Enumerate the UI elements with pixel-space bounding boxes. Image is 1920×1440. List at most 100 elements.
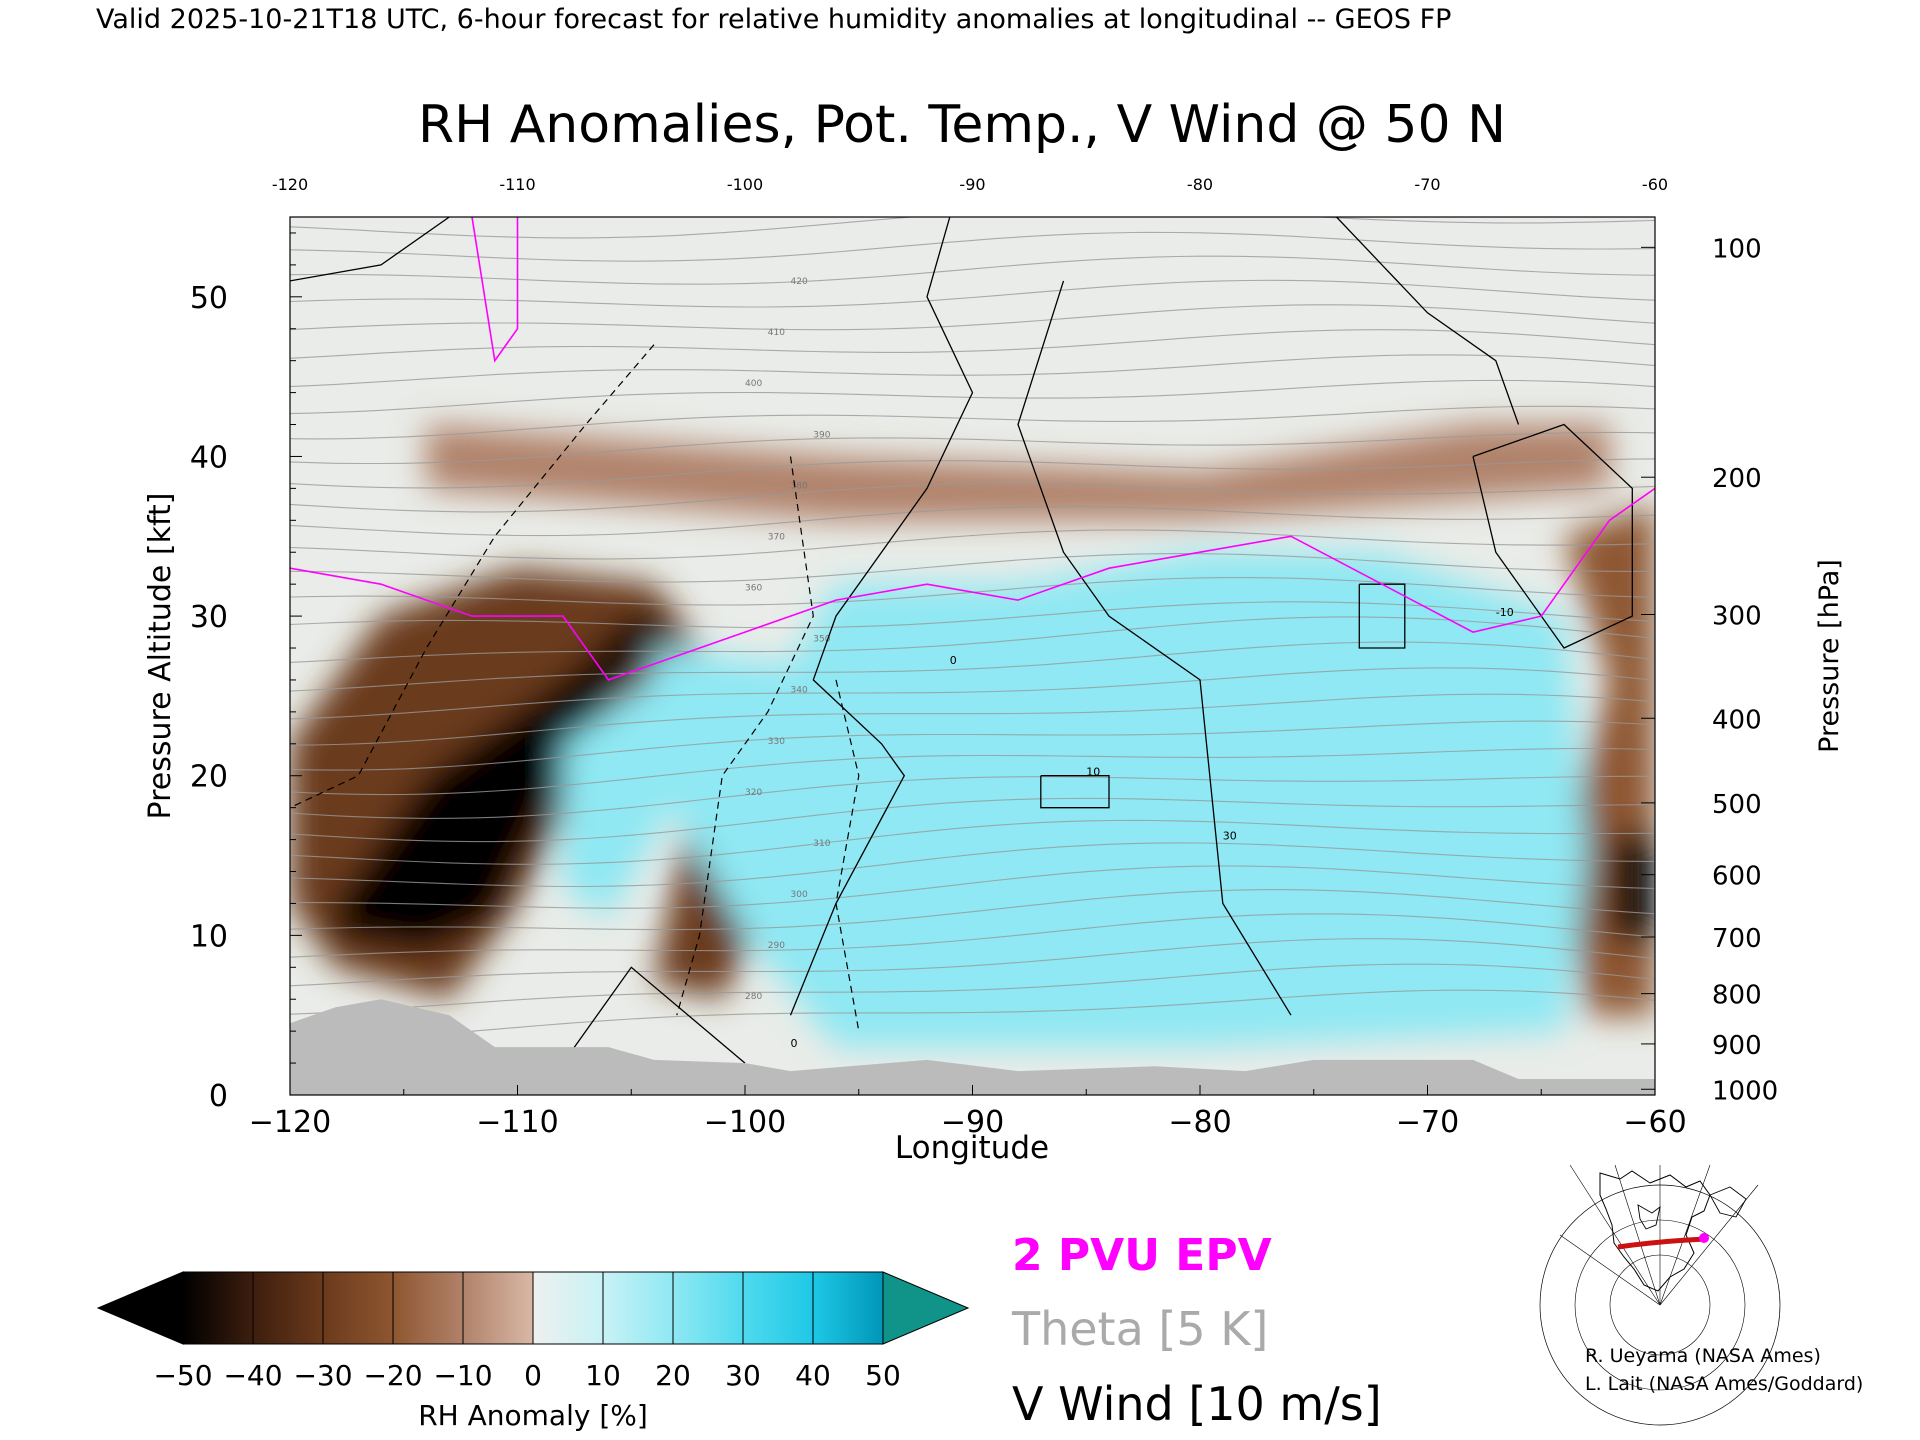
wind-label: 0 [791,1037,798,1050]
rh-anomaly-field [290,424,1655,1048]
pressure-tick-label: 200 [1712,464,1762,494]
theta-label: 280 [745,992,762,1002]
rh-region-12 [654,552,1587,1048]
x-top-tick-label: -70 [1414,175,1440,194]
x-top-tick-label: -100 [727,175,763,194]
theta-line [290,529,1655,560]
colorbar-segment [392,1271,464,1345]
wind-label: 30 [1223,830,1237,843]
legend-theta: Theta [5 K] [1011,1302,1268,1356]
credit-line-2: L. Lait (NASA Ames/Goddard) [1585,1373,1863,1395]
theta-line [290,720,1655,771]
x-tick-label: −110 [476,1105,558,1140]
theta-label: 400 [745,379,762,389]
x-tick-label: −70 [1396,1105,1459,1140]
x-top-tick-label: -80 [1187,175,1213,194]
wind-label: 10 [1086,766,1100,779]
header-text: Valid 2025-10-21T18 UTC, 6-hour forecast… [96,4,1451,35]
colorbar-tick-label: 20 [655,1359,691,1392]
theta-line [290,458,1655,489]
colorbar-tick-label: 10 [585,1359,621,1392]
legend-wind: V Wind [10 m/s] [1012,1377,1382,1431]
theta-line [290,667,1655,720]
colorbar-segment [602,1271,674,1345]
theta-line [290,963,1655,1015]
theta-line [290,842,1655,888]
wind-contour-negative [290,344,655,809]
y-tick-label: 20 [190,760,228,795]
rh-region-13 [563,679,723,920]
x-top-tick-label: -60 [1642,175,1668,194]
epv-contour [290,217,1655,681]
epv-line [290,487,1655,681]
colorbar-under-triangle [96,1271,184,1345]
credit-line-1: R. Ueyama (NASA Ames) [1585,1345,1821,1367]
wind-contour [1040,775,1110,809]
colorbar-label: RH Anomaly [%] [418,1399,648,1432]
colorbar-tick-label: −50 [153,1359,212,1392]
colorbar-segment [672,1271,744,1345]
theta-label: 290 [768,941,785,951]
theta-label: 330 [768,737,785,747]
y-axis-label: Pressure Altitude [kft] [143,493,178,820]
wind-contour [1017,280,1292,1016]
theta-label: 350 [813,635,830,645]
terrain-polygon [290,999,1655,1095]
theta-line [290,483,1655,513]
theta-line [290,506,1655,537]
map-inset [1539,1164,1781,1426]
colorbar-tick-label: 40 [795,1359,831,1392]
pressure-tick-label: 600 [1712,862,1762,892]
theta-line [290,797,1655,843]
colorbar-segment [742,1271,814,1345]
theta-line [290,819,1655,865]
section-line [1617,1236,1707,1250]
theta-label: 320 [745,788,762,798]
colorbar-tick-label: 0 [524,1359,542,1392]
pressure-tick-label: 900 [1712,1031,1762,1061]
colorbar-segment [252,1271,324,1345]
wind-contour-negative [835,679,860,1032]
colorbar-tick-label: −40 [223,1359,282,1392]
theta-label: 300 [791,890,808,900]
y-tick-label: 30 [190,600,228,635]
colorbar-segment [182,1271,254,1345]
colorbar-tick-label: −20 [363,1359,422,1392]
legend-epv: 2 PVU EPV [1012,1230,1272,1281]
colorbar-tick-label: 30 [725,1359,761,1392]
chart-title: RH Anomalies, Pot. Temp., V Wind @ 50 N [418,95,1506,155]
y-tick-label: 0 [209,1079,228,1114]
x-top-tick-label: -90 [959,175,985,194]
wind-label: -10 [1496,606,1514,619]
theta-line [290,938,1655,987]
pressure-tick-label: 500 [1712,790,1762,820]
theta-line [290,693,1655,746]
theta-line [290,405,1655,440]
theta-line [290,913,1655,958]
theta-label: 420 [791,277,808,287]
pressure-tick-label: 400 [1712,705,1762,735]
theta-line [290,889,1655,931]
x-tick-label: −100 [704,1105,786,1140]
axes: −120-120−110-110−100-100−90-90−80-80−70-… [190,175,1778,1140]
x-top-tick-label: -120 [272,175,308,194]
theta-label: 340 [791,686,808,696]
theta-line [290,989,1655,1042]
pressure-tick-label: 1000 [1712,1076,1778,1106]
colorbar-tick-label: 50 [865,1359,901,1392]
theta-line [290,747,1655,796]
theta-line [290,329,1655,359]
colorbar-segment [532,1271,604,1345]
rh-region-11 [426,424,1610,521]
colorbar-tick-label: −30 [293,1359,352,1392]
wind-contour [562,966,746,1064]
section-marker [1699,1233,1709,1243]
colorbar-segment [812,1271,884,1345]
y-tick-label: 50 [190,281,228,316]
theta-label: 410 [768,328,785,338]
wind-contours: 0 10 30 -10 0 [290,217,1633,1064]
theta-line [290,641,1655,692]
theta-line [290,354,1655,388]
x-tick-label: −90 [941,1105,1004,1140]
